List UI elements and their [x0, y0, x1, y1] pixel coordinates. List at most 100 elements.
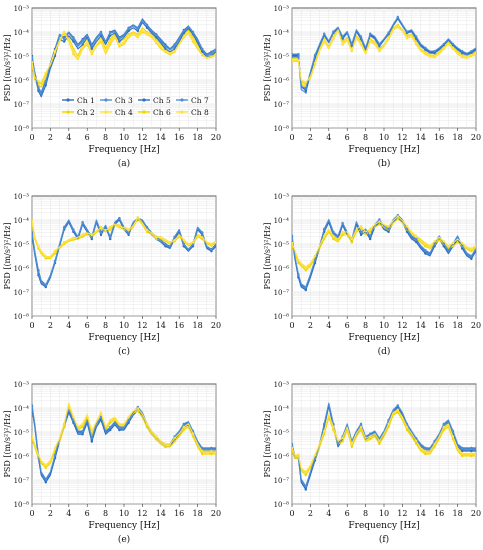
data-point: [292, 59, 294, 62]
x-tick-label: 2: [308, 321, 313, 330]
data-point: [424, 252, 427, 255]
x-tick-label: 16: [174, 321, 184, 330]
y-tick-label: 10⁻⁷: [14, 477, 30, 485]
legend-marker: [104, 110, 108, 114]
data-point: [405, 428, 409, 432]
data-point: [90, 437, 94, 440]
x-tick-label: 20: [211, 321, 221, 330]
data-point: [182, 35, 185, 38]
y-tick-label: 10⁻⁶: [274, 77, 290, 85]
data-point: [442, 42, 445, 46]
x-tick-label: 12: [137, 321, 147, 330]
data-point: [191, 432, 195, 435]
data-point: [118, 44, 121, 47]
data-point: [396, 406, 399, 410]
y-axis-label: PSD [(m/s²)²/Hz]: [263, 223, 272, 290]
data-point: [127, 421, 130, 425]
x-tick-label: 0: [289, 509, 294, 518]
data-point: [99, 231, 103, 235]
y-tick-label: 10⁻⁵: [274, 53, 290, 61]
x-tick-label: 2: [308, 133, 313, 142]
data-point: [145, 26, 149, 29]
data-point: [470, 250, 473, 253]
data-point: [369, 234, 372, 237]
data-point: [461, 55, 464, 58]
data-point: [341, 42, 344, 46]
data-point: [470, 454, 473, 458]
data-point: [145, 228, 149, 232]
data-point: [99, 226, 103, 229]
data-point: [451, 245, 455, 248]
x-tick-label: 0: [29, 509, 34, 518]
data-point: [37, 270, 40, 273]
data-point: [72, 228, 75, 232]
data-point: [323, 429, 326, 433]
data-point: [164, 47, 167, 50]
data-point: [90, 52, 94, 55]
data-point: [210, 446, 213, 449]
panel-label: (e): [118, 534, 130, 545]
data-point: [332, 425, 335, 429]
y-tick-label: 10⁻³: [274, 381, 290, 389]
data-point: [369, 435, 372, 438]
data-point: [173, 238, 176, 242]
data-point: [182, 425, 185, 429]
data-point: [424, 241, 427, 245]
data-point: [323, 227, 326, 231]
data-point: [415, 437, 418, 440]
data-point: [109, 226, 112, 229]
x-tick-label: 0: [29, 321, 34, 330]
data-point: [136, 29, 139, 33]
data-point: [341, 230, 344, 234]
data-point: [350, 240, 353, 244]
data-point: [109, 31, 112, 34]
legend-marker: [142, 98, 146, 102]
data-point: [304, 81, 307, 84]
x-tick-label: 12: [397, 133, 407, 142]
data-point: [32, 219, 34, 223]
data-point: [378, 442, 381, 446]
data-point: [99, 34, 103, 37]
y-tick-label: 10⁻⁷: [14, 101, 30, 109]
data-point: [81, 425, 84, 429]
y-tick-label: 10⁻³: [274, 5, 290, 13]
data-point: [72, 40, 75, 43]
data-point: [32, 61, 34, 64]
data-point: [201, 236, 204, 239]
data-point: [118, 422, 121, 425]
x-tick-label: 0: [29, 133, 34, 142]
data-point: [201, 48, 204, 51]
data-point: [304, 265, 307, 269]
data-point: [461, 454, 464, 458]
data-point: [62, 30, 66, 34]
data-point: [442, 240, 445, 243]
data-point: [81, 422, 84, 425]
data-point: [164, 243, 167, 246]
data-point: [72, 52, 75, 55]
data-point: [424, 245, 427, 248]
legend-marker: [66, 110, 70, 114]
y-tick-label: 10⁻⁵: [14, 241, 30, 249]
x-tick-label: 20: [471, 509, 481, 518]
data-point: [341, 37, 344, 40]
data-point: [461, 244, 464, 247]
x-tick-label: 6: [345, 133, 350, 142]
y-tick-label: 10⁻⁸: [274, 501, 290, 509]
data-point: [44, 481, 47, 484]
data-point: [182, 422, 185, 425]
data-point: [405, 36, 409, 39]
series-group: [32, 216, 216, 289]
data-point: [387, 425, 390, 429]
y-axis-label: PSD [(m/s²)²/Hz]: [3, 35, 12, 102]
data-point: [145, 230, 149, 234]
data-point: [109, 34, 112, 37]
data-point: [136, 27, 139, 30]
data-point: [155, 40, 158, 44]
data-point: [433, 55, 436, 58]
data-point: [164, 238, 167, 242]
data-point: [44, 285, 47, 289]
data-point: [37, 453, 40, 457]
data-point: [173, 49, 176, 53]
data-point: [191, 243, 195, 246]
